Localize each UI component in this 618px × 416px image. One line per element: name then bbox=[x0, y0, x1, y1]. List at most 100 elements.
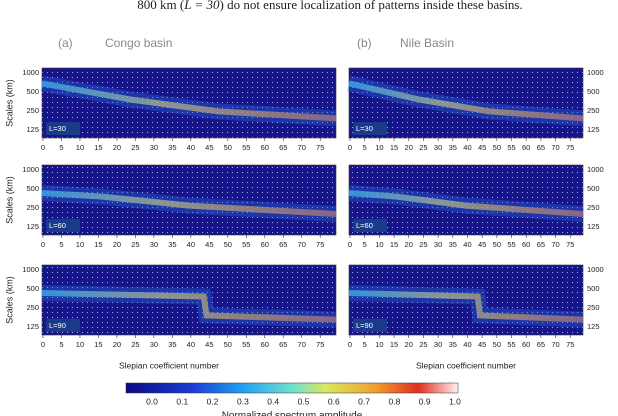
x-tick-label: 35 bbox=[449, 240, 457, 249]
x-tick-label: 70 bbox=[298, 240, 306, 249]
l-box bbox=[353, 122, 387, 135]
x-tick-label: 5 bbox=[363, 143, 367, 152]
y-tick-label: 1000 bbox=[587, 265, 604, 274]
l-label: L=90 bbox=[49, 321, 66, 330]
x-tick-label: 10 bbox=[375, 240, 383, 249]
x-tick-label: 40 bbox=[187, 340, 195, 349]
l-box bbox=[46, 219, 80, 232]
x-tick-label: 65 bbox=[537, 240, 545, 249]
colorbar-tick-label: 0.1 bbox=[176, 396, 188, 406]
x-tick-label: 60 bbox=[522, 340, 530, 349]
x-tick-label: 25 bbox=[131, 340, 139, 349]
x-tick-label: 40 bbox=[187, 240, 195, 249]
x-tick-label: 50 bbox=[493, 340, 501, 349]
heatmap-halo bbox=[40, 75, 337, 127]
x-tick-label: 15 bbox=[390, 143, 398, 152]
x-tick-label: 65 bbox=[279, 340, 287, 349]
x-tick-label: 75 bbox=[566, 143, 574, 152]
x-tick-label: 40 bbox=[187, 143, 195, 152]
colorbar bbox=[125, 382, 459, 394]
colorbar-label: Normalized spectrum amplitude bbox=[222, 411, 363, 416]
y-tick-label: 500 bbox=[26, 87, 39, 96]
l-label: L=60 bbox=[356, 221, 373, 230]
heatmap bbox=[348, 264, 584, 336]
x-tick-label: 45 bbox=[205, 340, 213, 349]
l-label: L=60 bbox=[49, 221, 66, 230]
y-tick-label: 500 bbox=[587, 87, 600, 96]
l-box bbox=[46, 319, 80, 332]
x-tick-label: 50 bbox=[493, 143, 501, 152]
x-tick-label: 5 bbox=[363, 240, 367, 249]
x-axis-label: Slepian coefficient number bbox=[416, 360, 516, 370]
x-tick-label: 50 bbox=[224, 143, 232, 152]
y-tick-label: 125 bbox=[587, 125, 600, 134]
heatmap bbox=[348, 164, 584, 236]
l-box bbox=[353, 219, 387, 232]
x-tick-label: 60 bbox=[522, 240, 530, 249]
x-tick-label: 65 bbox=[537, 143, 545, 152]
heatmap-band bbox=[348, 290, 584, 323]
x-tick-label: 75 bbox=[316, 143, 324, 152]
y-axis-label: Scales (km) bbox=[4, 79, 14, 127]
x-tick-label: 65 bbox=[537, 340, 545, 349]
colorbar-tick-label: 1.0 bbox=[449, 396, 461, 406]
x-tick-label: 10 bbox=[76, 340, 84, 349]
heatmap bbox=[41, 164, 337, 236]
x-tick-label: 5 bbox=[363, 340, 367, 349]
x-tick-label: 0 bbox=[41, 240, 45, 249]
x-tick-label: 25 bbox=[419, 340, 427, 349]
x-tick-label: 40 bbox=[463, 240, 471, 249]
y-tick-label: 250 bbox=[26, 203, 39, 212]
x-tick-label: 55 bbox=[507, 143, 515, 152]
x-tick-label: 5 bbox=[59, 340, 63, 349]
x-tick-label: 30 bbox=[150, 240, 158, 249]
x-tick-label: 20 bbox=[405, 240, 413, 249]
x-tick-label: 50 bbox=[224, 240, 232, 249]
heatmap bbox=[41, 264, 337, 336]
l-box bbox=[46, 122, 80, 135]
x-tick-label: 25 bbox=[131, 143, 139, 152]
y-tick-label: 125 bbox=[587, 222, 600, 231]
heatmap-band bbox=[41, 290, 337, 323]
heatmap-halo bbox=[348, 185, 584, 222]
x-tick-label: 0 bbox=[348, 340, 352, 349]
x-tick-label: 0 bbox=[41, 143, 45, 152]
x-tick-label: 20 bbox=[113, 143, 121, 152]
x-tick-label: 5 bbox=[59, 240, 63, 249]
x-tick-label: 65 bbox=[279, 240, 287, 249]
x-tick-label: 70 bbox=[551, 143, 559, 152]
x-tick-label: 0 bbox=[348, 143, 352, 152]
x-tick-label: 75 bbox=[316, 340, 324, 349]
x-tick-label: 55 bbox=[507, 240, 515, 249]
y-tick-label: 125 bbox=[26, 322, 39, 331]
panel-title: Nile Basin bbox=[400, 36, 454, 50]
x-tick-label: 70 bbox=[298, 340, 306, 349]
x-tick-label: 20 bbox=[405, 340, 413, 349]
x-tick-label: 70 bbox=[298, 143, 306, 152]
y-tick-label: 125 bbox=[587, 322, 600, 331]
x-tick-label: 55 bbox=[242, 143, 250, 152]
y-tick-label: 500 bbox=[587, 284, 600, 293]
x-tick-label: 75 bbox=[566, 240, 574, 249]
x-tick-label: 15 bbox=[390, 340, 398, 349]
y-tick-label: 1000 bbox=[22, 265, 39, 274]
y-tick-label: 500 bbox=[26, 284, 39, 293]
x-tick-label: 25 bbox=[131, 240, 139, 249]
x-tick-label: 50 bbox=[493, 240, 501, 249]
caption: 800 km (L = 30) do not ensure localizati… bbox=[137, 0, 523, 12]
panel-label: (b) bbox=[357, 36, 372, 50]
heatmap-halo bbox=[41, 285, 337, 328]
heatmap-halo bbox=[41, 185, 337, 222]
y-tick-label: 125 bbox=[26, 222, 39, 231]
l-label: L=30 bbox=[49, 124, 66, 133]
y-tick-label: 500 bbox=[587, 184, 600, 193]
x-tick-label: 35 bbox=[449, 143, 457, 152]
colorbar-tick-label: 0.7 bbox=[358, 396, 370, 406]
x-tick-label: 60 bbox=[522, 143, 530, 152]
x-tick-label: 15 bbox=[390, 240, 398, 249]
colorbar-tick-label: 0.8 bbox=[388, 396, 400, 406]
l-label: L=30 bbox=[356, 124, 373, 133]
x-tick-label: 70 bbox=[551, 240, 559, 249]
x-tick-label: 35 bbox=[168, 143, 176, 152]
